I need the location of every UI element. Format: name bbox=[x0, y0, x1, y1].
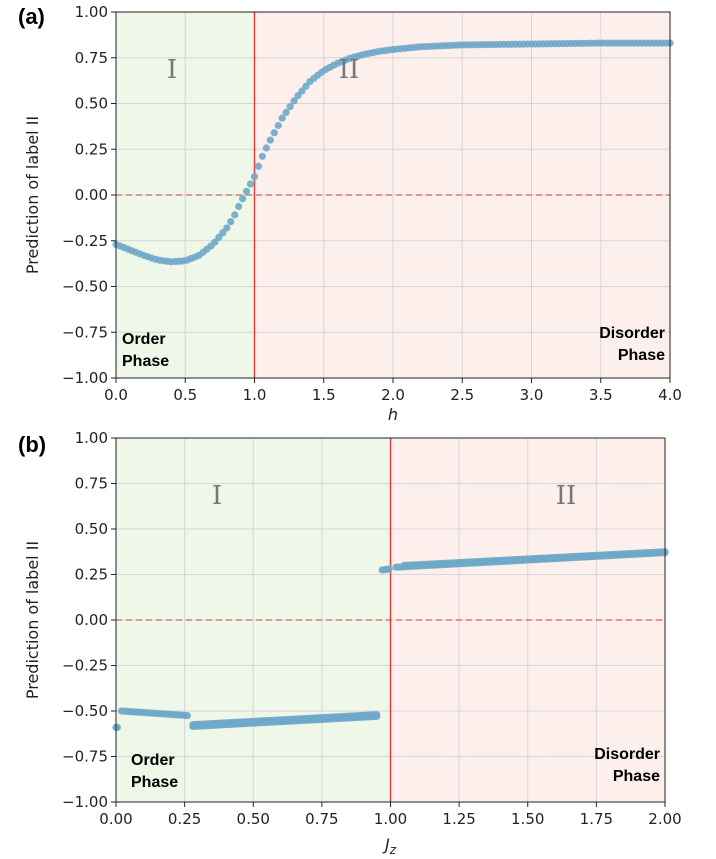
chart1-data-point bbox=[113, 723, 121, 731]
chart0-order-phase-label-2: Phase bbox=[122, 353, 169, 370]
chart0-data-point bbox=[211, 238, 219, 246]
chart1-disorder-phase-label-2: Phase bbox=[613, 768, 660, 785]
chart0-data-point bbox=[215, 233, 223, 241]
chart0-y-tick-label: −0.50 bbox=[62, 278, 108, 296]
chart0-x-tick-label: 1.0 bbox=[243, 386, 267, 404]
chart0-disorder-phase-label-1: Disorder bbox=[599, 325, 665, 342]
chart1-data-point bbox=[385, 565, 393, 573]
chart1-x-tick-label: 1.25 bbox=[442, 810, 475, 828]
chart0-data-point bbox=[290, 97, 298, 105]
chart0-x-tick-label: 2.0 bbox=[381, 386, 405, 404]
chart1-y-tick-label: −1.00 bbox=[62, 793, 108, 811]
chart0-x-tick-label: 0.5 bbox=[173, 386, 197, 404]
chart0-y-tick-label: 0.00 bbox=[75, 186, 108, 204]
chart0-panel-label: (a) bbox=[18, 4, 45, 29]
chart0-region-label-order: I bbox=[167, 55, 177, 85]
chart0-data-point bbox=[262, 144, 270, 152]
chart0-data-point bbox=[219, 229, 227, 237]
chart0-order-phase-label-1: Order bbox=[122, 331, 166, 348]
chart0-y-tick-label: −0.25 bbox=[62, 232, 108, 250]
chart0-x-tick-label: 3.5 bbox=[589, 386, 613, 404]
chart0-x-axis-label: h bbox=[388, 405, 398, 424]
chart1-y-tick-label: −0.75 bbox=[62, 748, 108, 766]
chart0-disorder-phase-label-2: Phase bbox=[618, 347, 665, 364]
chart1-x-tick-label: 2.00 bbox=[648, 810, 681, 828]
chart0-data-point bbox=[223, 224, 231, 232]
chart1-order-phase-label-1: Order bbox=[131, 752, 175, 769]
chart0-data-point bbox=[266, 136, 274, 144]
chart1-y-tick-label: −0.50 bbox=[62, 702, 108, 720]
chart1-data-point bbox=[373, 711, 381, 719]
chart0-data-point bbox=[298, 87, 306, 95]
chart0-y-axis-label: Prediction of label II bbox=[23, 116, 42, 274]
chart0-data-point bbox=[270, 129, 278, 137]
chart1-region-label-disorder: II bbox=[556, 481, 577, 511]
chart0-data-point bbox=[274, 121, 282, 130]
chart1-y-tick-label: 0.50 bbox=[75, 520, 108, 538]
chart0-data-point bbox=[278, 114, 286, 122]
chart1-data-point bbox=[183, 711, 191, 720]
chart0-y-tick-label: 1.00 bbox=[75, 3, 108, 21]
chart1-x-tick-label: 0.50 bbox=[237, 810, 270, 828]
chart1-y-tick-label: 1.00 bbox=[75, 429, 108, 447]
chart0-data-point bbox=[286, 103, 294, 111]
chart1-x-tick-label: 1.00 bbox=[374, 810, 407, 828]
chart0-y-tick-label: 0.75 bbox=[75, 49, 108, 67]
chart1-y-tick-label: 0.00 bbox=[75, 611, 108, 629]
chart0-data-point bbox=[302, 82, 310, 90]
chart1-region-label-order: I bbox=[212, 481, 222, 511]
chart0-region-label-disorder: II bbox=[339, 55, 360, 85]
chart0-data-point bbox=[239, 195, 247, 203]
chart1-panel-label: (b) bbox=[18, 432, 46, 457]
chart0-x-tick-label: 0.0 bbox=[104, 386, 128, 404]
chart0-data-point bbox=[254, 162, 263, 170]
chart0-data-point bbox=[246, 180, 255, 188]
chart1-y-tick-label: −0.25 bbox=[62, 657, 108, 675]
chart1-y-tick-label: 0.75 bbox=[75, 475, 108, 493]
chart0-data-point bbox=[258, 152, 267, 160]
chart0-x-tick-label: 3.0 bbox=[520, 386, 544, 404]
chart0-x-tick-label: 1.5 bbox=[312, 386, 336, 404]
chart0-y-tick-label: −1.00 bbox=[62, 369, 108, 387]
chart0-data-point bbox=[231, 211, 239, 219]
chart1-x-axis-label: Jz bbox=[382, 835, 397, 857]
chart1-x-tick-label: 1.50 bbox=[511, 810, 544, 828]
chart0-y-tick-label: 0.50 bbox=[75, 95, 108, 113]
chart1-x-tick-label: 0.00 bbox=[99, 810, 132, 828]
chart0-data-point bbox=[242, 187, 251, 195]
chart1-x-tick-label: 1.75 bbox=[580, 810, 613, 828]
chart0-data-point bbox=[235, 202, 243, 211]
chart0-data-point bbox=[227, 218, 235, 226]
chart1-disorder-phase-label-1: Disorder bbox=[594, 746, 660, 763]
chart0-y-tick-label: 0.25 bbox=[75, 140, 108, 158]
chart0-x-tick-label: 2.5 bbox=[450, 386, 474, 404]
chart0-data-point bbox=[250, 173, 259, 181]
chart1-x-tick-label: 0.25 bbox=[168, 810, 201, 828]
chart0-x-tick-label: 4.0 bbox=[658, 386, 682, 404]
chart1-y-axis-label: Prediction of label II bbox=[23, 541, 42, 699]
chart1-y-tick-label: 0.25 bbox=[75, 566, 108, 584]
chart0-y-tick-label: −0.75 bbox=[62, 323, 108, 341]
chart0-data-point bbox=[294, 92, 302, 100]
chart0-data-point bbox=[282, 108, 290, 116]
chart1-x-tick-label: 0.75 bbox=[305, 810, 338, 828]
chart1-order-phase-label-2: Phase bbox=[131, 774, 178, 791]
